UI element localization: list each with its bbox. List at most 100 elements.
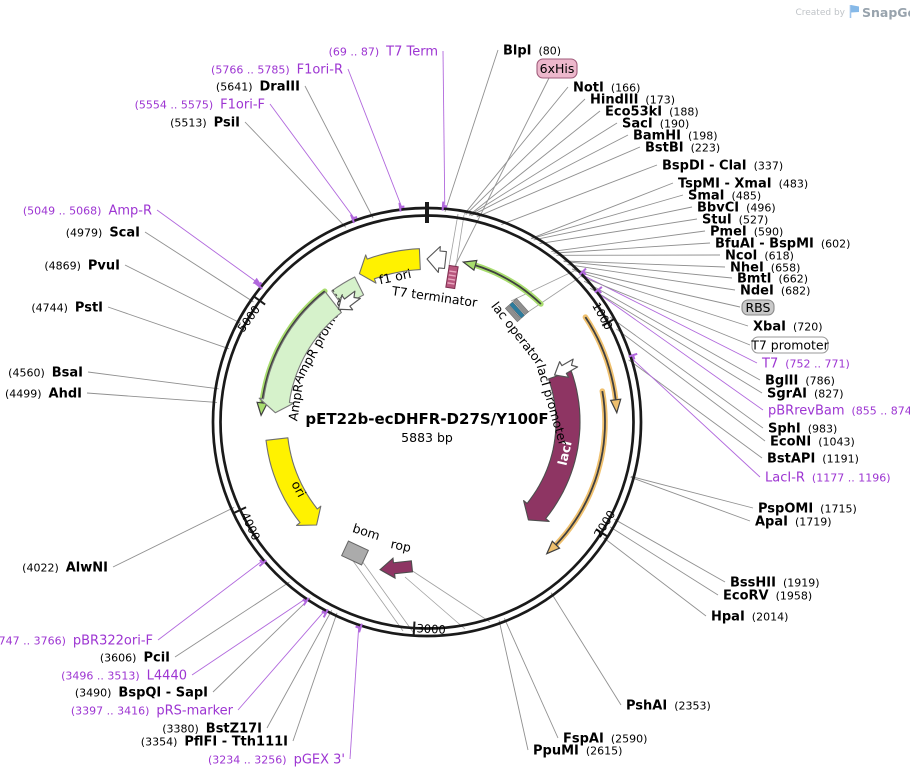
site-label-amp-r[interactable]: (5049 .. 5068) Amp-R xyxy=(23,204,152,219)
site-label-bsai[interactable]: (4560) BsaI xyxy=(8,366,83,381)
callout-line-xbai xyxy=(573,269,749,327)
lac-operator-box[interactable] xyxy=(504,297,529,323)
ampr-arc[interactable] xyxy=(258,291,342,414)
orf-green-top[interactable] xyxy=(472,262,544,307)
site-label-eco53ki[interactable]: Eco53kI (188) xyxy=(605,105,699,120)
site-label-pvui[interactable]: (4869) PvuI xyxy=(44,259,120,274)
ori-label[interactable]: ori xyxy=(289,478,310,499)
site-label-nhei[interactable]: NheI (658) xyxy=(730,261,800,276)
rop-arrow[interactable] xyxy=(379,556,414,580)
site-label-saci[interactable]: SacI (190) xyxy=(622,117,689,132)
site-label-l4440[interactable]: (3496 .. 3513) L4440 xyxy=(61,669,187,684)
site-label-ahdi[interactable]: (4499) AhdI xyxy=(5,387,82,402)
bom-box-label[interactable]: bom xyxy=(351,520,382,543)
site-label-pbr322ori-f[interactable]: (3747 .. 3766) pBR322ori-F xyxy=(0,634,153,649)
site-label-noti[interactable]: NotI (166) xyxy=(573,81,640,96)
site-label-sgrai[interactable]: SgrAI (827) xyxy=(767,387,844,402)
site-label-bsshii[interactable]: BssHII (1919) xyxy=(730,576,820,591)
site-label-alwni[interactable]: (4022) AlwNI xyxy=(22,561,108,576)
6xhis-badge-label[interactable]: 6xHis xyxy=(540,61,575,76)
site-label-f1ori-r[interactable]: (5766 .. 5785) F1ori-R xyxy=(211,63,343,78)
6xhis-badge[interactable] xyxy=(536,58,578,79)
t7-promoter-badge[interactable] xyxy=(751,336,829,354)
site-label-psti[interactable]: (4744) PstI xyxy=(31,301,103,316)
callout-line-bspqi-sapi xyxy=(212,597,311,693)
site-pos: (662) xyxy=(779,273,809,286)
site-label-stui[interactable]: StuI (527) xyxy=(702,213,768,228)
site-label-pcii[interactable]: (3606) PciI xyxy=(100,651,170,666)
site-label-econi[interactable]: EcoNI (1043) xyxy=(770,435,855,450)
orf-orange-upper-core xyxy=(584,316,617,400)
rop-label[interactable]: rop xyxy=(389,536,412,555)
site-label-bstbi[interactable]: BstBI (223) xyxy=(645,141,720,156)
site-name: StuI xyxy=(702,213,732,228)
callout-line-psti xyxy=(107,306,230,350)
site-label-ncoi[interactable]: NcoI (618) xyxy=(725,249,794,264)
site-label-hindiii[interactable]: HindIII (173) xyxy=(590,93,675,108)
f1-ori-arc[interactable] xyxy=(358,248,421,284)
t7-promoter-badge-label[interactable]: T7 promoter xyxy=(750,338,829,353)
6xhis-tag-box[interactable] xyxy=(445,264,459,290)
site-label-xbai[interactable]: XbaI (720) xyxy=(753,320,823,335)
site-label-draiii[interactable]: (5641) DraIII xyxy=(216,80,300,95)
rbs-badge-label[interactable]: RBS xyxy=(746,300,771,315)
ampr-promoter-arrow[interactable] xyxy=(333,288,363,317)
site-label-smai[interactable]: SmaI (485) xyxy=(688,189,761,204)
site-label-blpi[interactable]: BlpI (80) xyxy=(503,44,561,59)
site-name: FspAI xyxy=(563,732,604,747)
site-label-pmei[interactable]: PmeI (590) xyxy=(710,225,783,240)
t7-terminator-arc[interactable] xyxy=(426,245,447,273)
callout-line-tspmi-xmai xyxy=(530,182,674,239)
site-label-ppumi[interactable]: PpuMI (2615) xyxy=(533,744,622,759)
f1-ori-label[interactable]: f1 ori xyxy=(378,266,413,287)
site-name: pRS-marker xyxy=(156,704,233,719)
site-label-bstz17i[interactable]: (3380) BstZ17I xyxy=(162,722,262,737)
callout-line-bglii xyxy=(583,280,761,381)
bom-box[interactable] xyxy=(340,540,370,566)
site-label-apai[interactable]: ApaI (1719) xyxy=(755,515,832,530)
laci-gene-label[interactable]: lacI xyxy=(555,439,575,467)
site-label-ndei[interactable]: NdeI (682) xyxy=(740,284,810,299)
callout-line-bsshii xyxy=(614,518,726,583)
site-label-bspqi-sapi[interactable]: (3490) BspQI - SapI xyxy=(75,686,208,701)
site-label-fspai[interactable]: FspAI (2590) xyxy=(563,732,647,747)
site-label-bmti[interactable]: BmtI (662) xyxy=(737,272,808,287)
site-label-bglii[interactable]: BglII (786) xyxy=(765,374,835,389)
site-label-hpai[interactable]: HpaI (2014) xyxy=(711,610,788,625)
site-label-pshai[interactable]: PshAI (2353) xyxy=(626,699,711,714)
laci-promoter-arrow[interactable] xyxy=(550,355,580,383)
ampr-label[interactable]: AmpR xyxy=(285,382,306,422)
site-label-bfuai-bspmi[interactable]: BfuAI - BspMI (602) xyxy=(715,237,850,252)
laci-gene-arc[interactable] xyxy=(523,370,581,522)
site-label-pflfi-tth111i[interactable]: (3354) PflFI - Tth111I xyxy=(141,735,288,750)
site-label-pgex-3-[interactable]: (3234 .. 3256) pGEX 3' xyxy=(208,753,345,768)
site-label-psii[interactable]: (5513) PsiI xyxy=(170,116,240,131)
site-label-pbrrevbam[interactable]: pBRrevBam (855 .. 874) xyxy=(768,404,910,419)
site-label-prs-marker[interactable]: (3397 .. 3416) pRS-marker xyxy=(71,704,234,719)
ori-arc[interactable] xyxy=(265,437,322,526)
site-label-laci-r[interactable]: LacI-R (1177 .. 1196) xyxy=(765,471,890,486)
site-pos: (4499) xyxy=(5,388,42,401)
site-pos: (5513) xyxy=(170,117,207,130)
site-label-bamhi[interactable]: BamHI (198) xyxy=(633,129,718,144)
site-label-sphi[interactable]: SphI (983) xyxy=(768,422,837,437)
site-label-f1ori-f[interactable]: (5554 .. 5575) F1ori-F xyxy=(135,98,265,113)
site-label-bspdi-clai[interactable]: BspDI - ClaI (337) xyxy=(662,159,783,174)
site-label-tspmi-xmai[interactable]: TspMI - XmaI (483) xyxy=(678,177,808,192)
t7-terminator-label[interactable]: T7 terminator xyxy=(390,283,479,310)
site-label-t7-term[interactable]: (69 .. 87) T7 Term xyxy=(329,45,438,60)
site-label-ecorv[interactable]: EcoRV (1958) xyxy=(723,589,812,604)
badge-leader-line xyxy=(571,268,741,308)
site-pos: (2590) xyxy=(611,733,648,746)
site-pos: (602) xyxy=(821,238,851,251)
site-label-pspomi[interactable]: PspOMI (1715) xyxy=(758,502,857,517)
site-name: DraIII xyxy=(260,80,301,95)
site-label-bstapi[interactable]: BstAPI (1191) xyxy=(767,452,859,467)
site-label-t7[interactable]: T7 (752 .. 771) xyxy=(761,357,850,372)
operator-stripe-bottom xyxy=(504,305,522,323)
rbs-badge[interactable] xyxy=(741,299,775,316)
callout-line-sgrai xyxy=(589,287,763,394)
site-label-bbvci[interactable]: BbvCI (496) xyxy=(697,201,776,216)
callout-line-noti xyxy=(463,86,569,215)
site-label-scai[interactable]: (4979) ScaI xyxy=(66,226,140,241)
